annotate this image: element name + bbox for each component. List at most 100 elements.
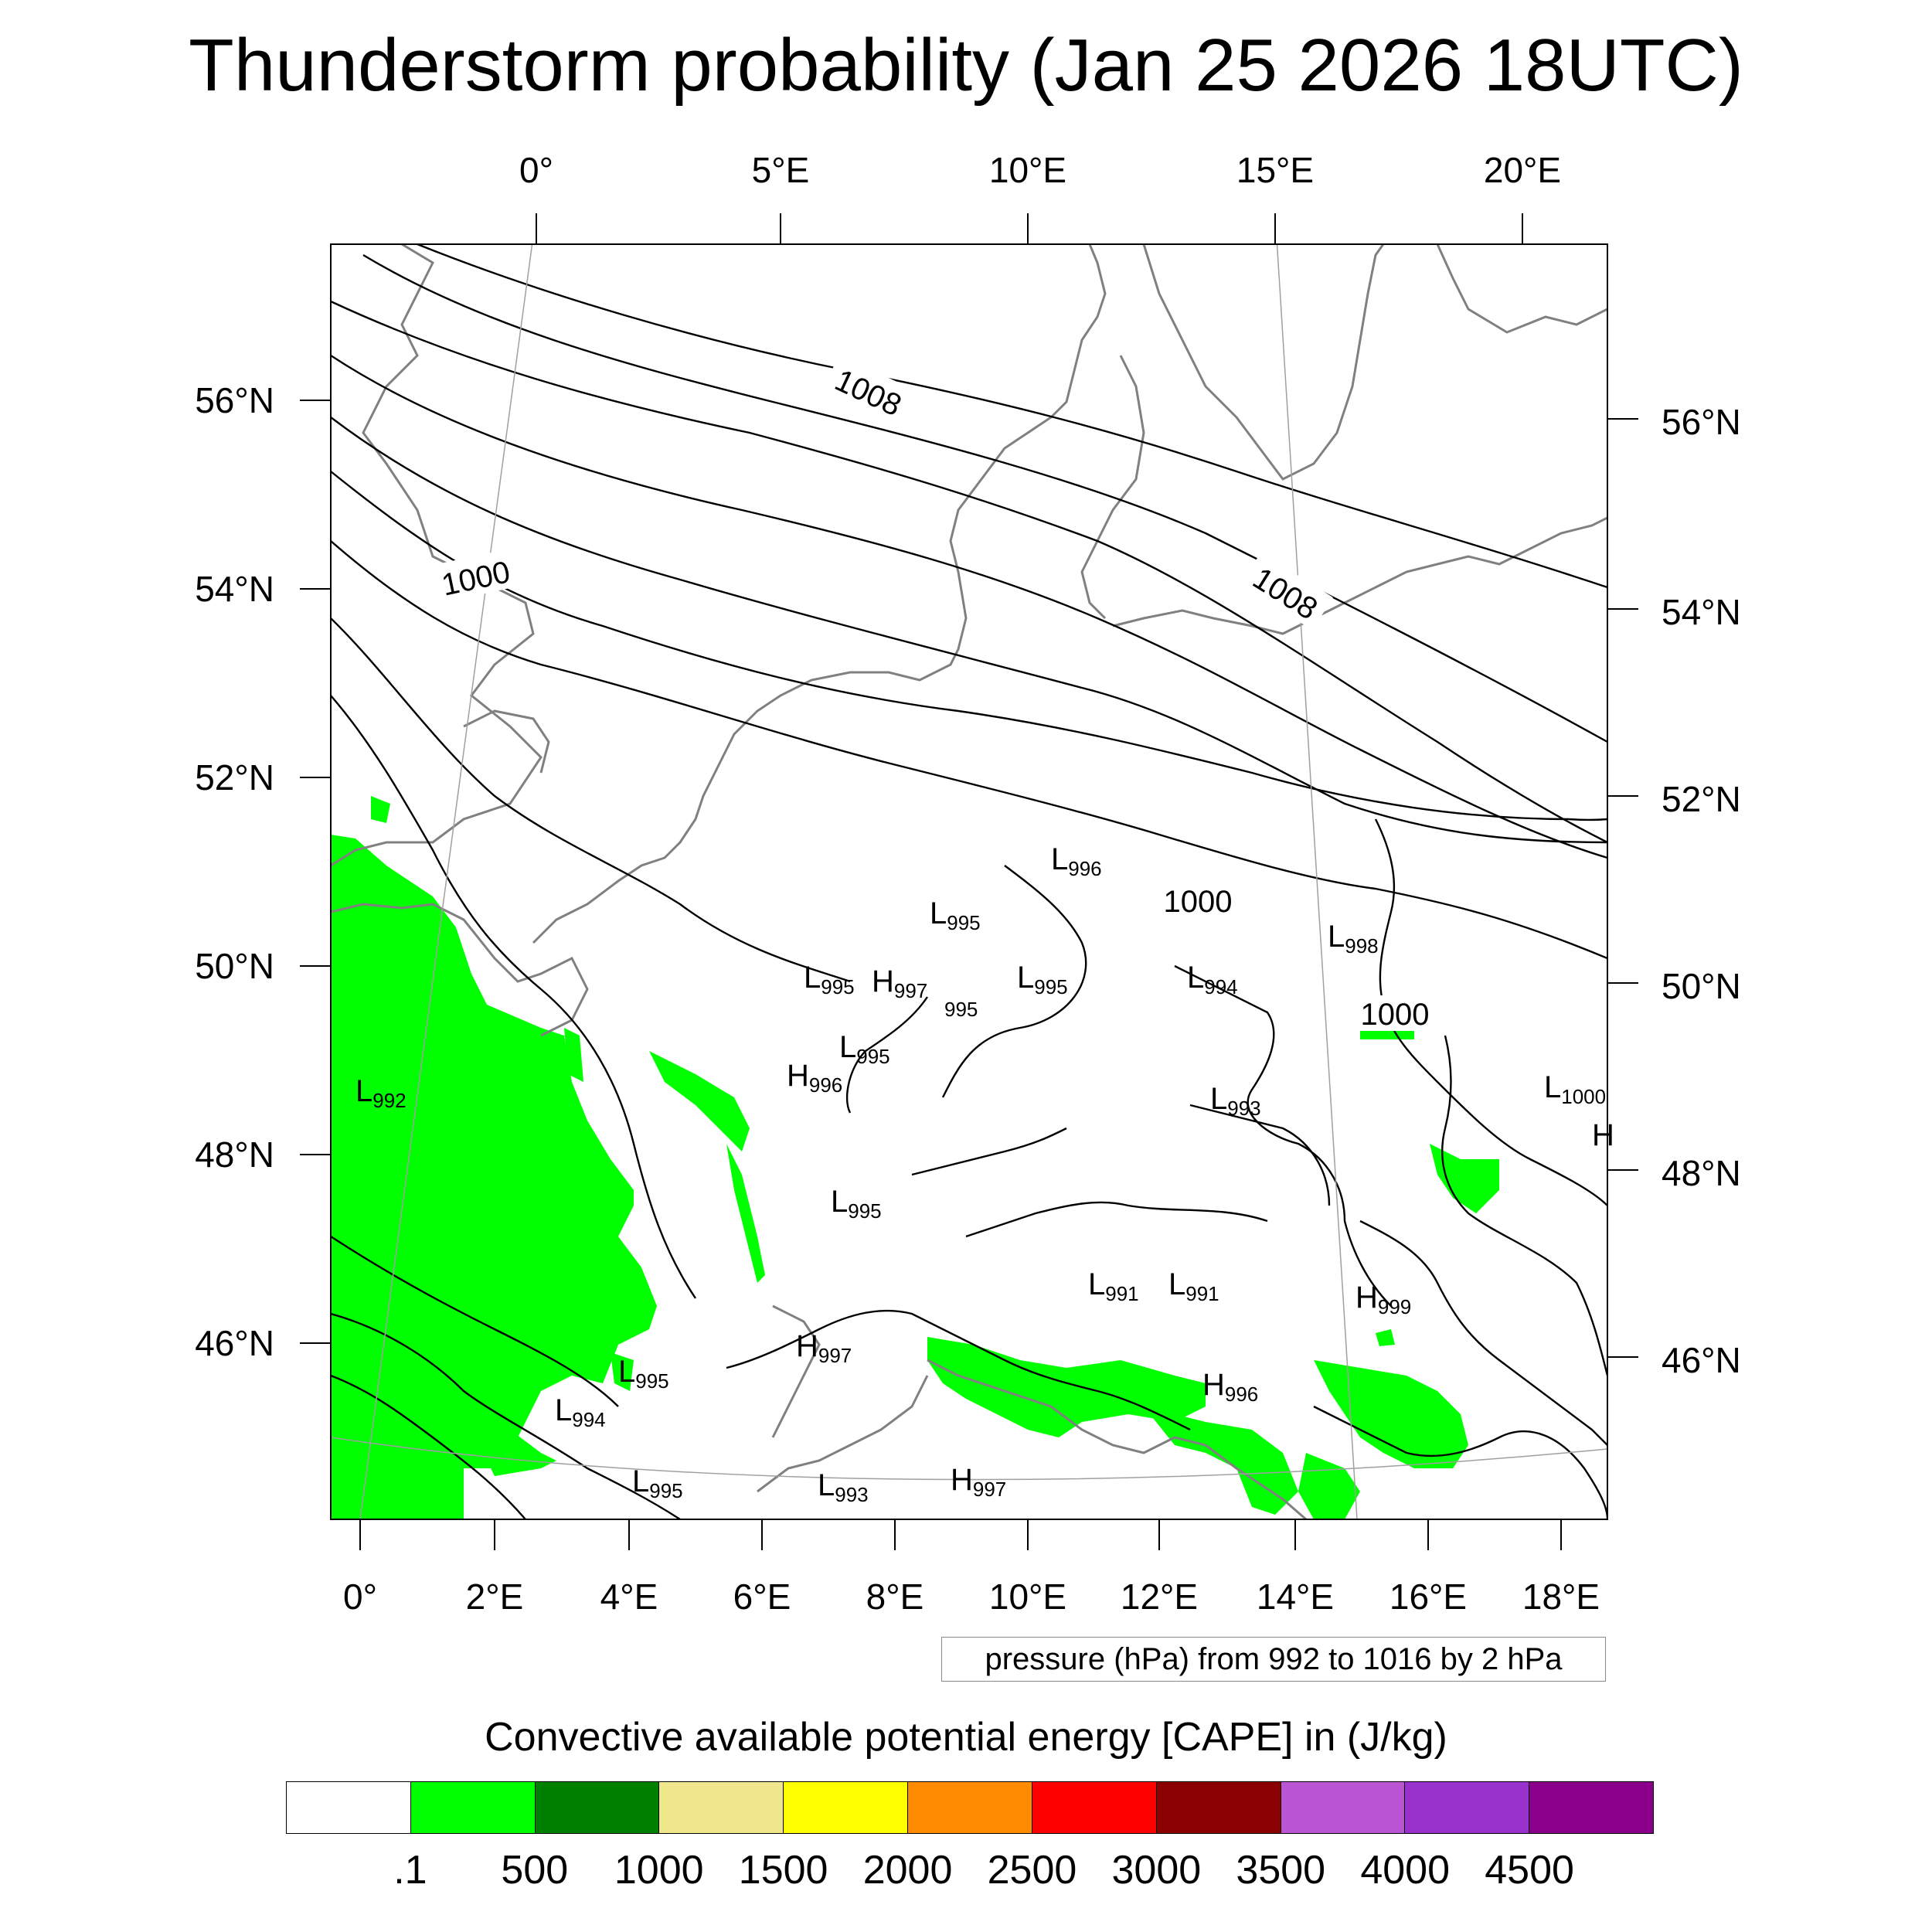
isobar-east-1 [1374,818,1607,1206]
left-tick-label: 56°N [195,380,274,420]
pressure-note: pressure (hPa) from 992 to 1016 by 2 hPa [941,1637,1606,1682]
bottom-tick-label: 16°E [1389,1577,1467,1617]
colorbar-title: Convective available potential energy [C… [485,1715,1447,1760]
right-axis-labels: 56°N 54°N 52°N 50°N 48°N 46°N [1662,402,1741,1380]
colorbar-tick-label: 2000 [862,1848,953,1893]
colorbar-tick-label: 500 [501,1848,569,1893]
pressure-center: L993 [1210,1082,1261,1120]
coastlines [331,244,1607,1519]
cape-adriatic-2 [1298,1453,1360,1519]
bottom-tick-label: 14°E [1257,1577,1334,1617]
cape-region-south-coast [464,1414,556,1476]
pressure-center: L995 [930,896,981,934]
pressure-center: H997 [796,1329,852,1367]
isobar-central-4 [1189,1104,1331,1206]
coastline-baltic-south [1112,516,1607,635]
colorbar-swatch [908,1782,1032,1833]
left-tick-label: 50°N [195,946,274,986]
colorbar-swatch [1405,1782,1530,1833]
isobars [331,244,1607,1519]
coastline-east-anglia [463,709,550,774]
bottom-axis [359,1519,1562,1550]
top-axis [536,213,1523,244]
pressure-center: L992 [355,1074,406,1112]
isobar-central-5 [911,1127,1067,1176]
isobar-west-1 [331,1235,619,1407]
cape-strip-central-2 [726,1144,765,1283]
colorbar-tick-label: 1500 [738,1848,828,1893]
colorbar [286,1781,1654,1834]
pressure-center: L995 [804,961,855,998]
isobar-1000 [331,540,1607,960]
pressure-center: H996 [787,1059,842,1097]
pressure-center: L991 [1088,1267,1139,1305]
colorbar-tick-label: 4000 [1360,1848,1451,1893]
left-axis-labels: 56°N 54°N 52°N 50°N 48°N 46°N [195,380,274,1363]
isobar-central-1 [941,865,1087,1098]
top-tick-label: 15°E [1236,150,1314,190]
colorbar-tick-label: 1000 [614,1848,704,1893]
top-tick-label: 0° [519,150,553,190]
colorbar-swatch [784,1782,909,1833]
parallel-45n [331,1437,1607,1481]
isobar-west-3 [331,1374,526,1519]
bottom-tick-label: 8°E [866,1577,924,1617]
isobar-labels: 1008 1008 1000 1000 1000 [430,355,1437,1032]
cape-patch-1 [371,796,390,823]
isobar-label: 1000 [1164,885,1233,919]
cape-region-southwest [331,1267,526,1519]
isobar-1010 [362,253,1607,743]
coastline-italy [771,1304,821,1438]
right-tick-label: 50°N [1662,966,1741,1006]
colorbar-tick-label: 3000 [1111,1848,1202,1893]
pressure-center: L993 [818,1468,869,1506]
cape-patch-4 [1376,1329,1395,1346]
coastline-britain [331,244,543,867]
cape-adriatic [1314,1360,1468,1468]
isobar-central-3 [1174,964,1392,1307]
left-axis [300,400,331,1344]
colorbar-swatch [287,1782,411,1833]
colorbar-ticks: .1 500 1000 1500 2000 2500 3000 3500 4000 4500 [0,1847,1932,1901]
left-tick-label: 48°N [195,1134,274,1175]
pressure-center: L996 [1051,842,1102,880]
isobar-central-2 [845,996,928,1114]
colorbar-tick-label: 4500 [1485,1848,1574,1893]
bottom-tick-label: 2°E [466,1577,524,1617]
pressure-center: H997 [872,964,927,1002]
coastline-finland [1436,244,1607,334]
left-tick-label: 54°N [195,569,274,609]
isobar-1002 [331,471,1607,821]
coastline-adriatic [927,1359,1307,1519]
pressure-center: L995 [839,1030,890,1068]
pressure-center: 995 [944,998,978,1021]
pressure-center: H999 [1355,1281,1411,1318]
cape-alps-east [1144,1406,1298,1515]
pressure-center: L995 [618,1355,669,1393]
cape-patch-2 [564,1028,583,1082]
colorbar-swatch [1281,1782,1406,1833]
cape-patch-3 [611,1352,634,1391]
isobar-east-3 [1359,1219,1607,1446]
graticule [331,244,1607,1519]
bottom-tick-label: 12°E [1121,1577,1198,1617]
pressure-center: L1000 [1544,1070,1606,1108]
pressure-center: L998 [1328,920,1379,957]
isobar-998 [331,617,851,983]
isobar-1004 [331,417,1607,844]
pressure-center: H997 [951,1463,1006,1501]
colorbar-swatch [659,1782,784,1833]
isobar-996 [331,695,696,1299]
isobar-east-2 [1441,1035,1607,1376]
pressure-center: H996 [1202,1368,1258,1406]
coastline-ligurian [757,1375,929,1493]
pressure-center: L994 [555,1393,606,1431]
right-tick-label: 54°N [1662,592,1741,632]
colorbar-tick-label: 3500 [1236,1848,1326,1893]
top-tick-label: 10°E [989,150,1066,190]
pressure-center: L991 [1168,1267,1219,1305]
bottom-tick-label: 4°E [600,1577,658,1617]
left-tick-label: 52°N [195,757,274,798]
bottom-tick-label: 6°E [733,1577,791,1617]
